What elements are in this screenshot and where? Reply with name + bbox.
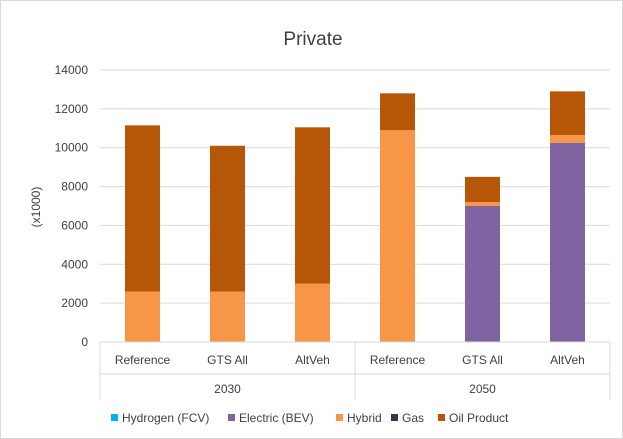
y-tick-label: 0 xyxy=(81,335,88,349)
x-tick-label: GTS All xyxy=(207,353,248,367)
legend-label: Hybrid xyxy=(347,411,382,425)
bar-segment-oil-product xyxy=(465,176,500,203)
gridlines xyxy=(100,69,610,304)
y-tick-label: 6000 xyxy=(61,218,88,232)
bar-segment-oil-product xyxy=(550,91,585,136)
legend-label: Hydrogen (FCV) xyxy=(122,411,209,425)
legend-label: Oil Product xyxy=(449,411,509,425)
y-tick-label: 2000 xyxy=(61,296,88,310)
legend-swatch xyxy=(228,414,235,421)
legend: Hydrogen (FCV) Electric (BEV) Hybrid Gas Oil… xyxy=(111,411,509,425)
bars xyxy=(125,91,585,342)
x-group-label: 2050 xyxy=(469,382,496,396)
bar-segment-hybrid xyxy=(125,291,160,342)
x-axis: Reference GTS All AltVeh Reference GTS All Al… xyxy=(99,341,611,400)
y-tick-label: 14000 xyxy=(55,63,89,77)
y-tick-label: 8000 xyxy=(61,180,88,194)
bar-segment-oil-product xyxy=(125,125,160,292)
x-tick-label: Reference xyxy=(115,353,171,367)
legend-label: Electric (BEV) xyxy=(239,411,314,425)
legend-swatch xyxy=(438,414,445,421)
bar-segment-hybrid xyxy=(550,135,585,143)
y-tick-label: 4000 xyxy=(61,257,88,271)
chart-title: Private xyxy=(283,29,342,50)
y-tick-label: 10000 xyxy=(55,141,89,155)
legend-swatch xyxy=(391,414,398,421)
bar-segment-electric-bev xyxy=(550,142,585,342)
y-axis-label: (x1000) xyxy=(29,187,43,228)
bar-segment-hybrid xyxy=(380,130,415,342)
x-group-label: 2030 xyxy=(214,382,241,396)
bar-segment-oil-product xyxy=(380,93,415,131)
bar-segment-electric-bev xyxy=(465,206,500,342)
legend-swatch xyxy=(336,414,343,421)
legend-label: Gas xyxy=(402,411,424,425)
x-tick-label: Reference xyxy=(370,353,426,367)
bar-segment-hybrid xyxy=(465,202,500,206)
x-tick-label: GTS All xyxy=(462,353,503,367)
legend-swatch xyxy=(111,414,118,421)
x-tick-label: AltVeh xyxy=(295,353,330,367)
x-tick-label: AltVeh xyxy=(550,353,585,367)
bar-segment-hybrid xyxy=(295,283,330,342)
y-tick-label: 12000 xyxy=(55,102,89,116)
bar-segment-oil-product xyxy=(210,145,245,292)
y-axis-ticks: 0 2000 4000 6000 8000 10000 12000 14000 xyxy=(55,63,89,349)
bar-segment-oil-product xyxy=(295,127,330,284)
bar-segment-hybrid xyxy=(210,291,245,342)
